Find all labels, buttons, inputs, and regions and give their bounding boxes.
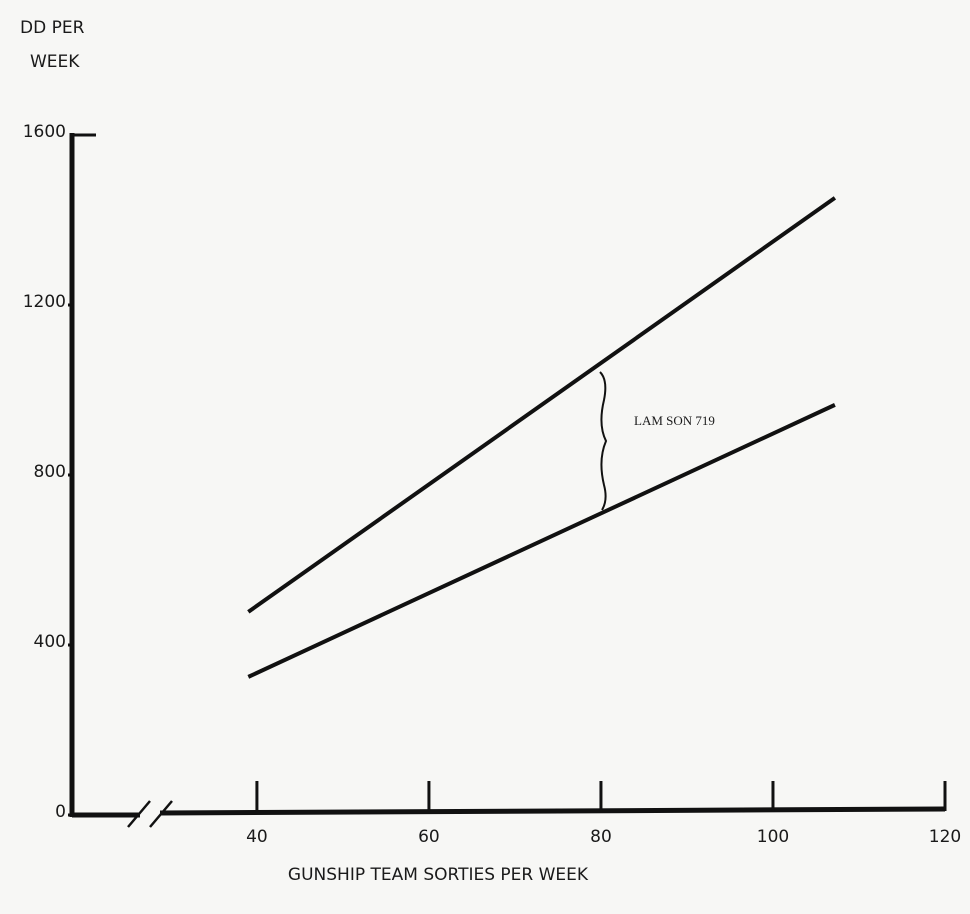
x-tick-label: 100	[757, 827, 789, 847]
y-axis-label: DD PER	[20, 18, 85, 38]
y-tick-label: 1200	[23, 292, 66, 312]
y-axis-label: WEEK	[30, 52, 80, 72]
axis-break	[149, 800, 173, 828]
x-tick-label: 80	[590, 827, 612, 847]
x-axis	[159, 806, 946, 816]
y-tick-label: 400	[34, 632, 66, 652]
annotation: LAM SON 719	[634, 413, 715, 428]
data-line	[247, 196, 837, 614]
axis-break	[127, 800, 151, 828]
x-axis-label: GUNSHIP TEAM SORTIES PER WEEK	[288, 865, 589, 885]
data-line	[247, 403, 836, 679]
bracket	[599, 371, 608, 511]
x-tick-label: 120	[929, 827, 961, 847]
x-tick-label: 40	[246, 827, 268, 847]
x-tick-label: 60	[418, 827, 440, 847]
y-tick-label: 0	[55, 802, 66, 822]
y-tick-label: 800	[34, 462, 66, 482]
y-tick-label: 1600	[23, 122, 66, 142]
